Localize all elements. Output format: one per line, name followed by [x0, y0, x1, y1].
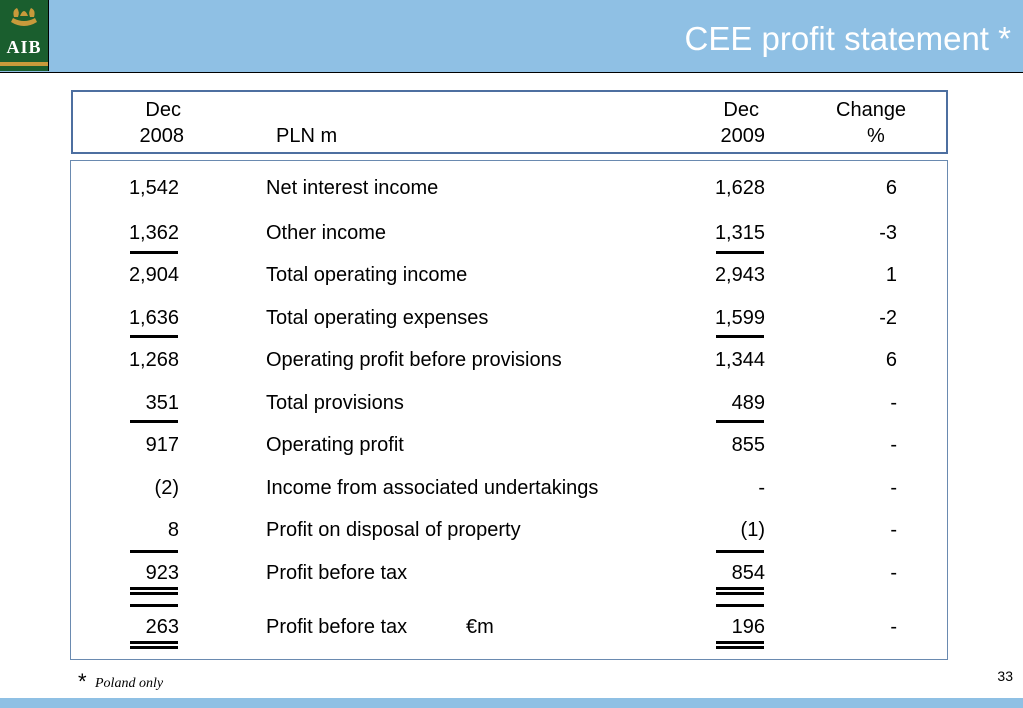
value-2009: 855 — [731, 434, 765, 456]
subtotal-line — [716, 550, 764, 553]
col-2009-header-line2: 2009 — [720, 125, 766, 147]
value-2008: 1,542 — [128, 177, 179, 199]
change-value: - — [890, 519, 897, 541]
currency-label: PLN m — [276, 125, 338, 147]
profit-statement-table — [70, 160, 948, 660]
value-2009: 1,599 — [714, 307, 765, 329]
value-2009: (1) — [740, 519, 765, 541]
subtotal-line — [716, 604, 764, 607]
slide-title: CEE profit statement * — [684, 20, 1011, 57]
row-label: Net interest income — [266, 177, 439, 199]
row-label: Operating profit before provisions — [266, 349, 562, 371]
change-value: - — [890, 477, 897, 499]
value-2008: (2) — [154, 477, 179, 499]
change-value: 1 — [885, 264, 897, 286]
subtotal-line — [716, 251, 764, 254]
subtotal-line — [130, 251, 178, 254]
aib-ark-emblem-icon — [11, 8, 37, 26]
change-value: - — [890, 562, 897, 584]
logo-text: AIB — [6, 37, 42, 57]
value-2008: 351 — [145, 392, 179, 414]
logo-stripe — [0, 62, 48, 66]
value-2009: 1,628 — [714, 177, 765, 199]
row-label: Total provisions — [266, 392, 404, 414]
subtotal-line — [130, 604, 178, 607]
value-2009: - — [758, 477, 765, 499]
change-value: - — [890, 392, 897, 414]
value-2009: 2,943 — [714, 264, 765, 286]
change-value: - — [890, 434, 897, 456]
col-2009-header-line1: Dec — [723, 99, 759, 121]
footnote-marker: * — [78, 669, 87, 694]
value-2008: 8 — [167, 519, 179, 541]
change-value: 6 — [885, 177, 897, 199]
row-label-unit: €m — [466, 616, 494, 638]
subtotal-line — [130, 420, 178, 423]
row-label: Total operating expenses — [266, 307, 489, 329]
value-2008: 1,362 — [128, 222, 179, 244]
row-label: Operating profit — [266, 434, 404, 456]
total-double-line — [716, 592, 764, 595]
value-2008: 923 — [145, 562, 179, 584]
row-label: Profit on disposal of property — [266, 519, 521, 541]
total-double-line — [716, 641, 764, 644]
subtotal-line — [130, 550, 178, 553]
value-2009: 1,344 — [714, 349, 765, 371]
row-label: Income from associated undertakings — [266, 477, 599, 499]
value-2008: 917 — [145, 434, 179, 456]
footnote-text: Poland only — [95, 676, 164, 691]
total-double-line — [130, 641, 178, 644]
page-number: 33 — [997, 668, 1013, 684]
col-2008-header-line2: 2008 — [139, 125, 185, 147]
row-label: Profit before tax — [266, 616, 408, 638]
change-value: -3 — [879, 222, 897, 244]
col-2008-header-line1: Dec — [145, 99, 181, 121]
subtotal-line — [716, 335, 764, 338]
value-2009: 196 — [731, 616, 765, 638]
value-2008: 1,268 — [128, 349, 179, 371]
row-label: Other income — [266, 222, 387, 244]
change-value: -2 — [879, 307, 897, 329]
slide-header: AIB CEE profit statement * — [0, 0, 1023, 73]
column-header-box — [71, 90, 948, 154]
total-double-line — [130, 592, 178, 595]
aib-logo: AIB — [0, 0, 49, 71]
row-label: Profit before tax — [266, 562, 408, 584]
value-2009: 1,315 — [714, 222, 765, 244]
change-value: 6 — [885, 349, 897, 371]
value-2009: 854 — [731, 562, 765, 584]
footer-bar — [0, 698, 1023, 708]
subtotal-line — [716, 420, 764, 423]
total-double-line — [716, 587, 764, 590]
row-label: Total operating income — [266, 264, 468, 286]
value-2008: 263 — [145, 616, 179, 638]
change-value: - — [890, 616, 897, 638]
total-double-line — [130, 587, 178, 590]
change-header-line2: % — [867, 125, 885, 147]
change-header-line1: Change — [836, 99, 907, 121]
value-2008: 1,636 — [128, 307, 179, 329]
value-2009: 489 — [731, 392, 765, 414]
total-double-line — [130, 646, 178, 649]
subtotal-line — [130, 335, 178, 338]
total-double-line — [716, 646, 764, 649]
value-2008: 2,904 — [128, 264, 179, 286]
